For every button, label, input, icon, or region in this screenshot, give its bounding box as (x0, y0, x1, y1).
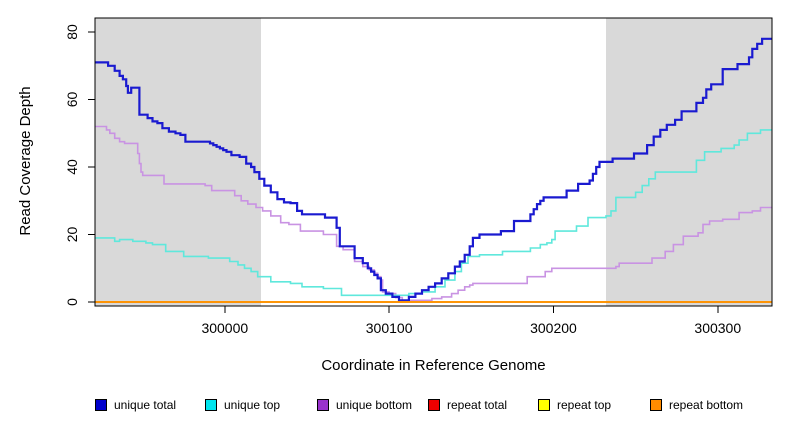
legend-swatch (205, 399, 217, 411)
shaded-region (95, 18, 261, 306)
y-tick-label: 20 (64, 227, 80, 243)
legend-item-unique-bottom: unique bottom (317, 398, 412, 412)
y-axis-title: Read Coverage Depth (17, 86, 34, 236)
legend-swatch (650, 399, 662, 411)
legend-item-repeat-total: repeat total (428, 398, 507, 412)
legend-swatch (538, 399, 550, 411)
y-tick-label: 60 (64, 92, 80, 108)
plot-frame (94, 17, 773, 307)
x-tick-label: 300200 (530, 320, 577, 336)
legend-label: unique top (224, 398, 281, 412)
legend-item-unique-top: unique top (205, 398, 280, 412)
legend-swatch (317, 399, 329, 411)
legend-label: repeat bottom (669, 398, 744, 412)
legend-item-unique-total: unique total (95, 398, 176, 412)
x-tick-label: 300300 (694, 320, 741, 336)
shaded-region (606, 18, 772, 306)
series-line-unique-total (95, 37, 772, 302)
legend-label: unique total (114, 398, 177, 412)
legend-label: unique bottom (336, 398, 413, 412)
legend-swatch (95, 399, 107, 411)
x-tick-label: 300100 (366, 320, 413, 336)
legend-item-repeat-bottom: repeat bottom (650, 398, 743, 412)
y-tick-label: 0 (64, 298, 80, 306)
legend-item-repeat-top: repeat top (538, 398, 611, 412)
legend-label: repeat total (447, 398, 508, 412)
y-tick-label: 80 (64, 24, 80, 40)
y-tick-label: 40 (64, 159, 80, 175)
x-axis-title: Coordinate in Reference Genome (321, 357, 546, 374)
legend-label: repeat top (557, 398, 612, 412)
legend-swatch (428, 399, 440, 411)
x-tick-label: 300000 (201, 320, 248, 336)
series-line-unique-top (95, 129, 772, 297)
